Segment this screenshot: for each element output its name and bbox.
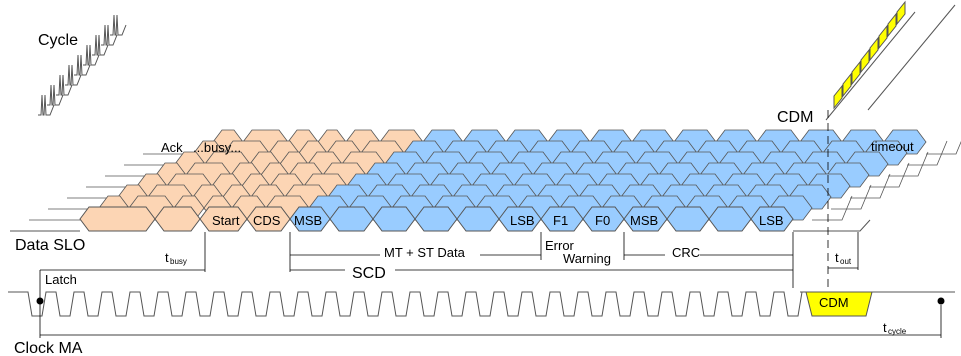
data-slo-front-row [10, 206, 871, 232]
clock-ma-waveform [8, 291, 955, 317]
front-trailing-line [793, 219, 871, 232]
timeout-label: timeout [871, 139, 914, 154]
t-out-label: t out [835, 250, 852, 266]
start-label: Start [212, 213, 240, 228]
trailing-line [926, 140, 961, 155]
cycle-pulse-trace [92, 34, 109, 56]
cdm-top-label: CDM [777, 109, 813, 126]
f1-label: F1 [553, 213, 568, 228]
mt-st-data-label: MT + ST Data [384, 245, 466, 260]
cycle-pulse-trace [101, 24, 118, 46]
t-cycle-label: t cycle [883, 320, 907, 336]
trailing-line [850, 173, 891, 199]
cdm-stack-segment [887, 12, 897, 38]
cdm-stack-segment [842, 72, 852, 98]
svg-text:out: out [840, 257, 852, 266]
cycle-pulse-trace [47, 84, 64, 106]
lsb-label-2: LSB [759, 213, 784, 228]
cdm-bottom-label: CDM [819, 295, 849, 310]
cycle-pulse-trace [56, 74, 73, 96]
front-data-frame [414, 206, 458, 232]
cdm-clock-block [805, 291, 873, 317]
warning-label: Warning [563, 251, 611, 266]
front-data-frame [750, 206, 794, 232]
cdm-stack-segment [896, 0, 906, 26]
cdm-stack-segment [851, 60, 861, 86]
busy-label: ...busy... [193, 140, 241, 155]
latch-dot-right [937, 297, 945, 305]
svg-text:t: t [165, 250, 169, 265]
cdm-stack-edge [867, 4, 956, 111]
ack-label: Ack [161, 140, 183, 155]
msb-label-2: MSB [630, 213, 658, 228]
front-data-frame [372, 206, 416, 232]
latch-label: Latch [45, 272, 77, 287]
svg-text:t: t [883, 320, 887, 335]
cycle-label: Cycle [38, 32, 78, 49]
trailing-line [831, 184, 872, 210]
cdm-stack-segment [878, 24, 888, 50]
error-label: Error [545, 238, 575, 253]
svg-text:cycle: cycle [888, 327, 907, 336]
clock-trace [8, 291, 812, 317]
cycle-pulse-trace [110, 14, 127, 36]
cdm-stack-edge [825, 11, 916, 121]
front-data-frame [708, 206, 752, 232]
front-data-frame [154, 206, 201, 232]
front-data-frame [456, 206, 500, 232]
clock-ma-label: Clock MA [14, 340, 83, 356]
front-data-frame [329, 206, 374, 232]
cycle-pulse-trace [74, 54, 91, 76]
svg-text:t: t [835, 250, 839, 265]
trailing-line [888, 151, 929, 177]
cycle-pulse-trace [83, 44, 100, 66]
trailing-line [907, 140, 948, 166]
cdm-stack-segment [833, 84, 843, 110]
cds-label: CDS [253, 213, 281, 228]
trailing-line [869, 162, 910, 188]
cdm-stack [825, 0, 956, 121]
lsb-label-1: LSB [510, 213, 535, 228]
cdm-stack-segment [860, 48, 870, 74]
msb-label-1: MSB [294, 213, 322, 228]
annotations [39, 110, 942, 338]
scd-label: SCD [352, 265, 386, 282]
front-data-frame [79, 206, 156, 232]
cycle-pulse-trace [65, 64, 82, 86]
data-slo-rows [29, 129, 961, 221]
t-busy-label: t busy [165, 250, 187, 266]
cycle-pulse-trace [38, 94, 55, 116]
trailing-line [812, 195, 853, 221]
crc-label: CRC [672, 245, 700, 260]
svg-text:busy: busy [170, 257, 187, 266]
f0-label: F0 [595, 213, 610, 228]
data-slo-label: Data SLO [15, 237, 85, 254]
front-data-frame [666, 206, 710, 232]
cycle-stack [38, 14, 127, 116]
cdm-stack-segment [869, 36, 879, 62]
